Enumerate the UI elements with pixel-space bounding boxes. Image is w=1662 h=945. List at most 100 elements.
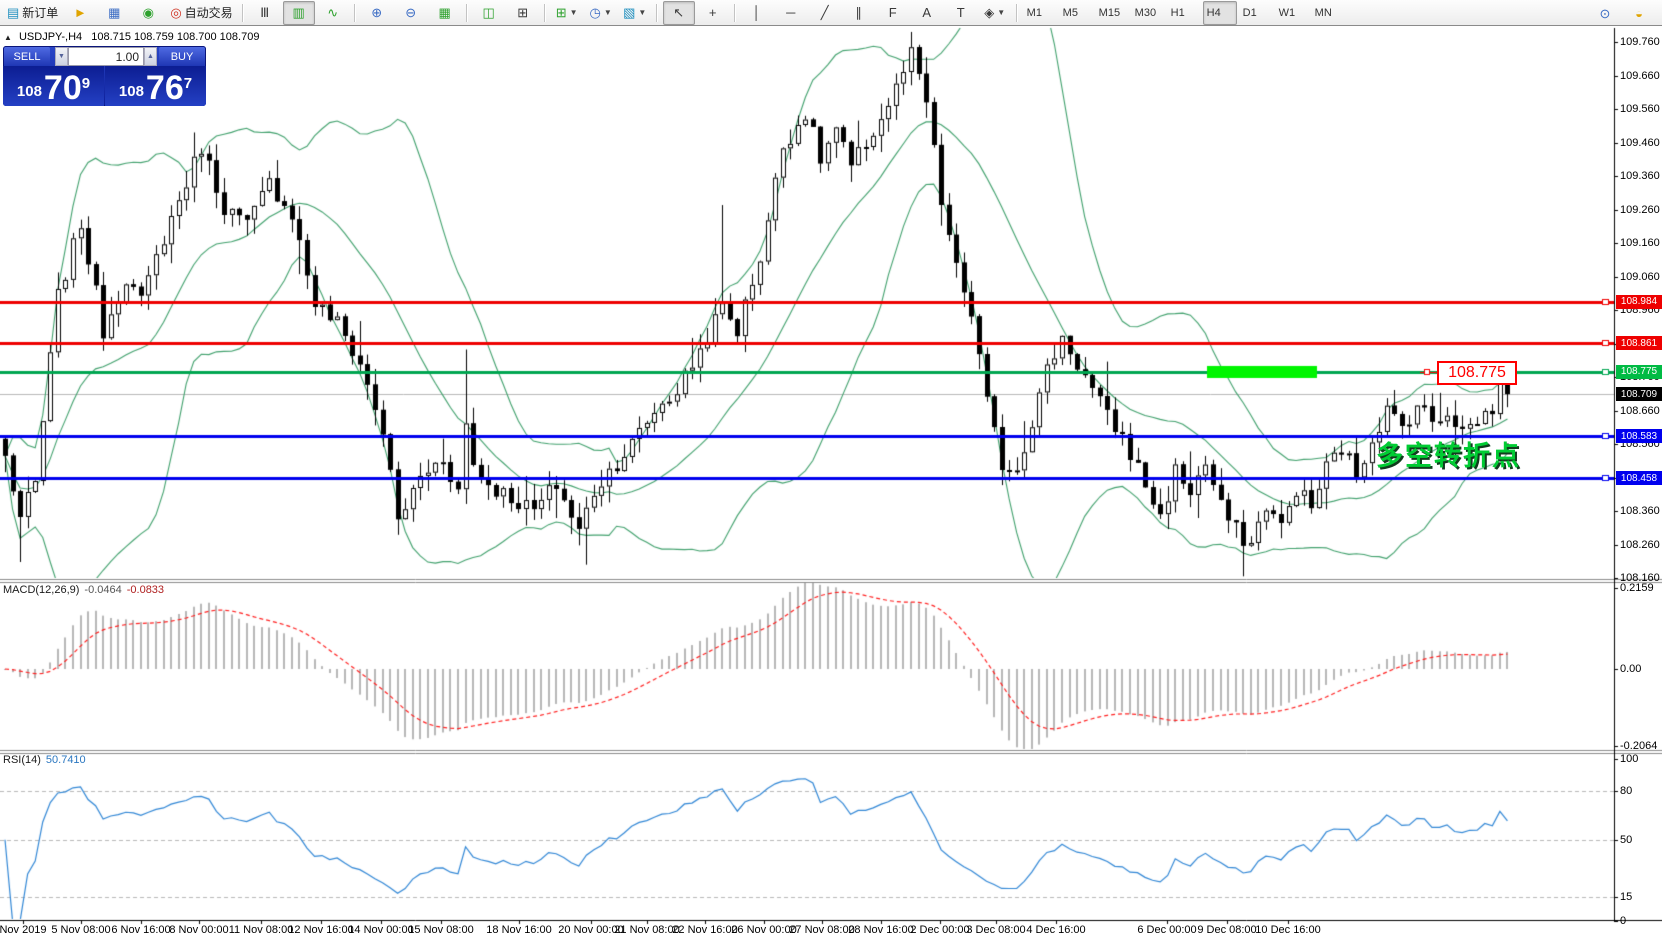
level-price-label[interactable]: 108.458: [1616, 471, 1662, 486]
toolbar-separator: [543, 3, 546, 22]
candlestick-chart-button[interactable]: ▥: [282, 0, 315, 25]
price-axis-tick[interactable]: 108.160: [1620, 572, 1660, 584]
time-axis-label[interactable]: 20 Nov 00:00: [558, 924, 624, 936]
timeframe-m5[interactable]: M5: [1059, 1, 1093, 25]
time-axis-label[interactable]: 8 Nov 00:00: [169, 924, 229, 936]
timeframe-m1[interactable]: M1: [1023, 1, 1057, 25]
rsi-axis-tick[interactable]: 0: [1620, 915, 1627, 927]
chat-button[interactable]: ◒: [1623, 1, 1655, 25]
time-axis-label[interactable]: 9 Dec 08:00: [1197, 924, 1257, 936]
timeframe-d1[interactable]: D1: [1239, 1, 1273, 25]
volume-decrease-button[interactable]: ▼: [55, 47, 68, 66]
line-chart-icon: ∿: [327, 5, 339, 20]
chart-collapse-icon[interactable]: ▲: [4, 33, 12, 42]
price-axis-tick[interactable]: 109.460: [1620, 136, 1660, 149]
new-chart-button[interactable]: ⊞ ▼: [551, 1, 583, 25]
volume-increase-button[interactable]: ▲: [144, 47, 157, 66]
time-axis-label[interactable]: 27 Nov 08:00: [789, 924, 855, 936]
template-button[interactable]: ▧ ▼: [619, 1, 651, 25]
chevron-down-icon: ▼: [603, 8, 612, 17]
timeframe-w1[interactable]: W1: [1275, 1, 1309, 25]
sell-button[interactable]: SELL: [4, 47, 50, 66]
time-axis-label[interactable]: 2 Dec 00:00: [910, 924, 970, 936]
trendline-button[interactable]: ╱: [809, 1, 841, 25]
price-axis-tick[interactable]: 109.760: [1620, 36, 1660, 48]
line-chart-button[interactable]: ∿: [317, 1, 349, 25]
macd-axis-tick[interactable]: 0.2159: [1620, 582, 1654, 595]
rsi-axis-tick[interactable]: 80: [1620, 785, 1633, 797]
bar-chart-button[interactable]: Ⅲ: [249, 1, 281, 25]
time-axis-label[interactable]: 12 Nov 16:00: [288, 924, 354, 936]
price-axis-tick[interactable]: 109.260: [1620, 203, 1660, 216]
rsi-axis-tick[interactable]: 15: [1620, 890, 1633, 903]
market-watch-button[interactable]: ▦: [98, 1, 130, 25]
price-axis-tick[interactable]: 109.660: [1620, 69, 1660, 82]
buy-price-panel[interactable]: 108 76 7: [105, 66, 206, 106]
current-price-label[interactable]: 108.709: [1616, 387, 1662, 402]
fibonacci-button[interactable]: F: [877, 1, 909, 25]
signal-button[interactable]: ◉: [132, 1, 164, 25]
turning-point-annotation[interactable]: 多空转折点: [1376, 441, 1521, 471]
time-axis-label[interactable]: 3 Dec 08:00: [966, 924, 1026, 936]
level-price-label[interactable]: 108.775: [1616, 364, 1662, 379]
crosshair-button[interactable]: +: [697, 1, 729, 25]
chart-canvas[interactable]: [0, 26, 1662, 945]
tile-windows-button[interactable]: ▦: [429, 1, 461, 25]
cursor-button[interactable]: ↖: [662, 0, 695, 25]
new-order-button-label: 新订单: [22, 6, 59, 20]
price-axis-tick[interactable]: 108.360: [1620, 505, 1660, 517]
price-axis-tick[interactable]: 109.360: [1620, 170, 1660, 182]
macd-axis-tick[interactable]: 0.00: [1620, 663, 1642, 675]
price-axis-tick[interactable]: 109.060: [1620, 270, 1660, 283]
time-axis-label[interactable]: 18 Nov 16:00: [486, 924, 552, 936]
rsi-axis-tick[interactable]: 50: [1620, 833, 1633, 846]
level-price-label[interactable]: 108.861: [1616, 336, 1662, 351]
search-button[interactable]: ⊙: [1589, 1, 1621, 25]
macd-axis-tick[interactable]: -0.2064: [1620, 739, 1658, 752]
price-axis-tick[interactable]: 109.160: [1620, 237, 1660, 249]
timeframe-m15[interactable]: M15: [1095, 1, 1129, 25]
shapes-button[interactable]: ◈ ▼: [979, 1, 1011, 25]
time-axis-label[interactable]: 15 Nov 08:00: [408, 924, 474, 936]
auto-trading-button[interactable]: ◎ 自动交易: [166, 1, 236, 25]
time-axis-label[interactable]: 10 Dec 16:00: [1255, 924, 1321, 936]
channel-button[interactable]: ∥: [843, 1, 875, 25]
time-axis-label[interactable]: 4 Dec 16:00: [1026, 924, 1086, 936]
text-label-button[interactable]: T: [945, 1, 977, 25]
time-axis-label[interactable]: 26 Nov 00:00: [731, 924, 797, 936]
time-axis-label[interactable]: 6 Nov 16:00: [111, 924, 171, 936]
zoom-out-button[interactable]: ⊖: [395, 1, 427, 25]
price-axis-tick[interactable]: 108.260: [1620, 538, 1660, 551]
zoom-in-button[interactable]: ⊕: [361, 1, 393, 25]
time-axis-label[interactable]: 21 Nov 08:00: [614, 924, 680, 936]
text-button[interactable]: A: [911, 1, 943, 25]
timeframe-m30[interactable]: M30: [1131, 1, 1165, 25]
time-axis-label[interactable]: 22 Nov 16:00: [672, 924, 738, 936]
price-axis-tick[interactable]: 108.660: [1620, 404, 1660, 417]
auto-scroll-button[interactable]: ◫: [473, 1, 505, 25]
vertical-line-button[interactable]: │: [741, 1, 773, 25]
horizontal-line-button[interactable]: ─: [775, 1, 807, 25]
buy-button[interactable]: BUY: [159, 47, 205, 66]
price-axis-tick[interactable]: 109.560: [1620, 103, 1660, 115]
time-axis-label[interactable]: 5 Nov 08:00: [51, 924, 111, 936]
level-price-label[interactable]: 108.583: [1616, 429, 1662, 444]
time-axis-label[interactable]: 14 Nov 00:00: [348, 924, 414, 936]
time-axis-label[interactable]: 11 Nov 08:00: [228, 924, 294, 936]
chart-ohlc-quotes: 108.715 108.759 108.700 108.709: [91, 31, 260, 43]
period-button[interactable]: ◷ ▼: [585, 1, 617, 25]
timeframe-h1[interactable]: H1: [1167, 1, 1201, 25]
sell-price-panel[interactable]: 108 70 9: [3, 66, 104, 106]
chart-shift-button[interactable]: ⊞: [507, 1, 539, 25]
timeframe-h4[interactable]: H4: [1202, 0, 1237, 25]
level-price-label[interactable]: 108.984: [1616, 294, 1662, 309]
new-order-button[interactable]: ▤ 新订单: [3, 1, 62, 25]
timeframe-mn[interactable]: MN: [1311, 1, 1345, 25]
rsi-axis-tick[interactable]: 100: [1620, 752, 1639, 765]
volume-input[interactable]: 1.00: [68, 47, 144, 66]
price-callout-108775[interactable]: 108.775: [1437, 361, 1517, 385]
time-axis-label[interactable]: 28 Nov 16:00: [848, 924, 914, 936]
time-axis-label[interactable]: 6 Dec 00:00: [1137, 924, 1197, 936]
profile-button[interactable]: ►: [64, 1, 96, 25]
time-axis-label[interactable]: Nov 2019: [0, 924, 47, 936]
